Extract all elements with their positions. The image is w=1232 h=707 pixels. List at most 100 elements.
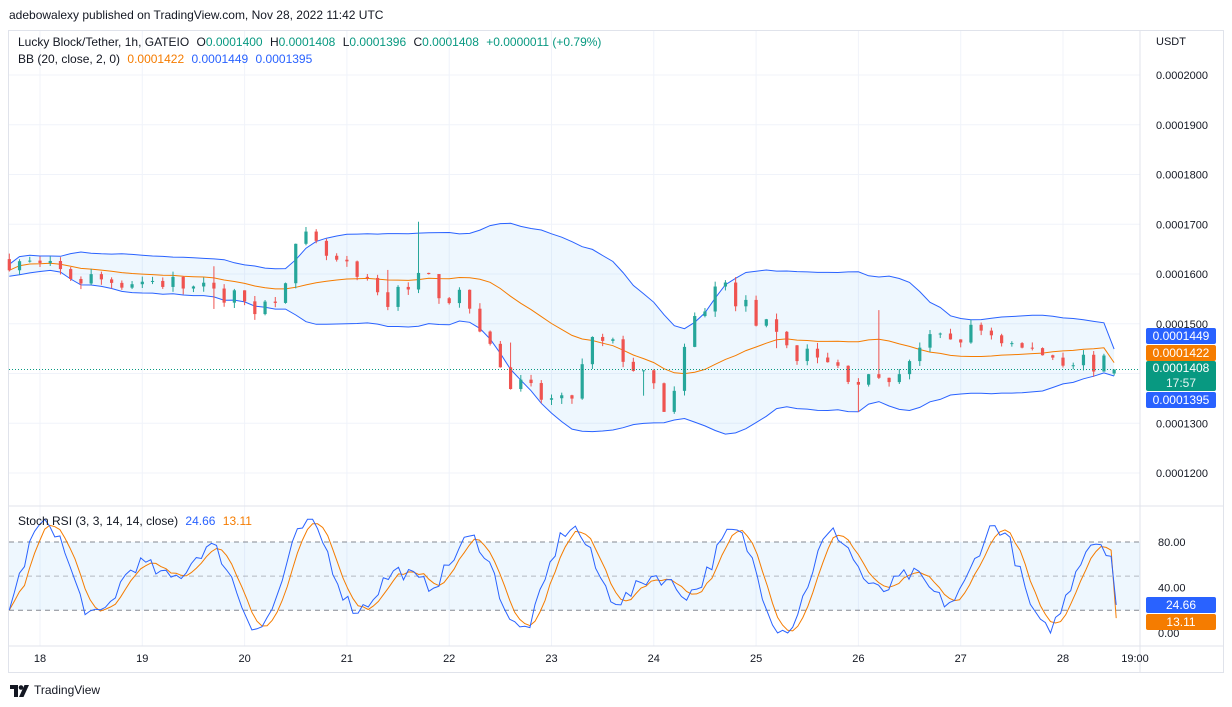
candle-body — [744, 299, 748, 307]
candle-body — [202, 282, 206, 287]
candle — [713, 281, 717, 317]
candle — [744, 295, 748, 312]
axes: USDT 0.0002000 0.0001900 0.0001800 0.0001700… — [34, 36, 1208, 665]
candle — [110, 277, 114, 289]
stoch-rsi-tick-label: 0.00 — [1158, 628, 1179, 640]
candle-body — [734, 282, 738, 307]
candle — [805, 344, 809, 366]
candle-body — [1102, 355, 1106, 372]
candle — [38, 256, 42, 268]
candle-body — [69, 269, 73, 279]
candle-body — [28, 260, 32, 262]
candle-body — [1112, 369, 1116, 374]
candle-body — [785, 331, 789, 346]
candle — [396, 285, 400, 311]
candle — [611, 337, 615, 344]
candle — [243, 290, 247, 306]
candle-body — [1010, 343, 1014, 345]
publisher-text: adebowalexy published on TradingView.com… — [9, 8, 384, 22]
candle-body — [110, 279, 114, 283]
price-change: +0.0000011 (+0.79%) — [486, 35, 602, 49]
candle — [508, 342, 513, 390]
candle — [28, 256, 32, 263]
candle — [488, 330, 492, 346]
candle-body — [877, 374, 881, 378]
last-price-value: 0.0001408 — [1152, 361, 1210, 375]
candle-body — [693, 316, 697, 347]
stoch-rsi-k-value: 24.66 — [185, 514, 216, 528]
candle-body — [222, 288, 226, 303]
candle-body — [120, 282, 124, 288]
candle — [1010, 341, 1014, 347]
candle-body — [161, 280, 165, 287]
candle-body — [365, 276, 369, 278]
candle-body — [815, 348, 820, 358]
candle-body — [243, 290, 247, 302]
candle-body — [887, 377, 891, 383]
candle — [202, 277, 206, 292]
ohlc-close-value: 0.0001408 — [422, 35, 479, 49]
candle — [447, 297, 451, 305]
time-tick-label: 28 — [1057, 653, 1069, 665]
time-tick-label: 23 — [545, 653, 557, 665]
candle-body — [427, 272, 431, 275]
candle-body — [1061, 357, 1065, 366]
candle-body — [611, 339, 615, 341]
candle-body — [836, 362, 840, 366]
bb-legend: BB (20, close, 2, 0) 0.0001422 0.0001449… — [18, 52, 316, 66]
candle-body — [212, 282, 216, 289]
candle-body — [621, 339, 625, 362]
candle — [345, 255, 349, 267]
candle-body — [488, 331, 492, 344]
candle-body — [918, 347, 922, 362]
candle-body — [856, 381, 860, 385]
candle-body — [457, 289, 462, 304]
bb-lower-line — [9, 269, 1115, 435]
candle — [130, 281, 134, 290]
candle — [79, 276, 83, 290]
candle-body — [1020, 343, 1024, 348]
candle — [693, 312, 697, 348]
candle-body — [1030, 347, 1034, 349]
bb-label[interactable]: BB (20, close, 2, 0) — [18, 52, 121, 66]
candle — [355, 260, 359, 281]
candle — [785, 330, 789, 349]
candle-body — [928, 334, 932, 348]
candle-body — [948, 333, 953, 340]
bb-fill-area — [9, 223, 1115, 435]
stoch-rsi-tick-label: 80.00 — [1158, 537, 1186, 549]
time-tick-label: 22 — [443, 653, 455, 665]
candle — [877, 310, 881, 380]
tradingview-logo-icon — [10, 684, 29, 697]
candle-body — [314, 231, 318, 241]
candle-body — [283, 283, 288, 303]
footer-brand[interactable]: TradingView — [34, 683, 101, 697]
candle-body — [754, 299, 758, 326]
candle — [754, 295, 758, 327]
candle — [529, 374, 533, 387]
candle — [948, 328, 953, 340]
candle-body — [273, 301, 277, 303]
symbol-title[interactable]: Lucky Block/Tether, 1h, GATEIO — [18, 35, 190, 49]
candle — [89, 268, 93, 286]
ohlc-low-value: 0.0001396 — [349, 35, 407, 49]
time-tick-label: 20 — [238, 653, 250, 665]
candle-body — [764, 319, 768, 326]
candle — [826, 352, 830, 363]
candle — [314, 229, 318, 244]
candle — [406, 282, 410, 295]
candle-body — [171, 276, 175, 287]
candle — [58, 257, 63, 275]
stoch-rsi-legend: Stoch RSI (3, 3, 14, 14, close) 24.66 13… — [18, 514, 256, 528]
candle — [918, 342, 922, 366]
candle-body — [631, 361, 635, 371]
candle-body — [508, 367, 513, 390]
candle — [652, 369, 656, 389]
candle — [887, 377, 891, 387]
stoch-rsi-label[interactable]: Stoch RSI (3, 3, 14, 14, close) — [18, 514, 179, 528]
candle — [386, 269, 390, 311]
candle-body — [549, 398, 554, 400]
candle-body — [529, 379, 533, 384]
candle — [273, 296, 277, 308]
